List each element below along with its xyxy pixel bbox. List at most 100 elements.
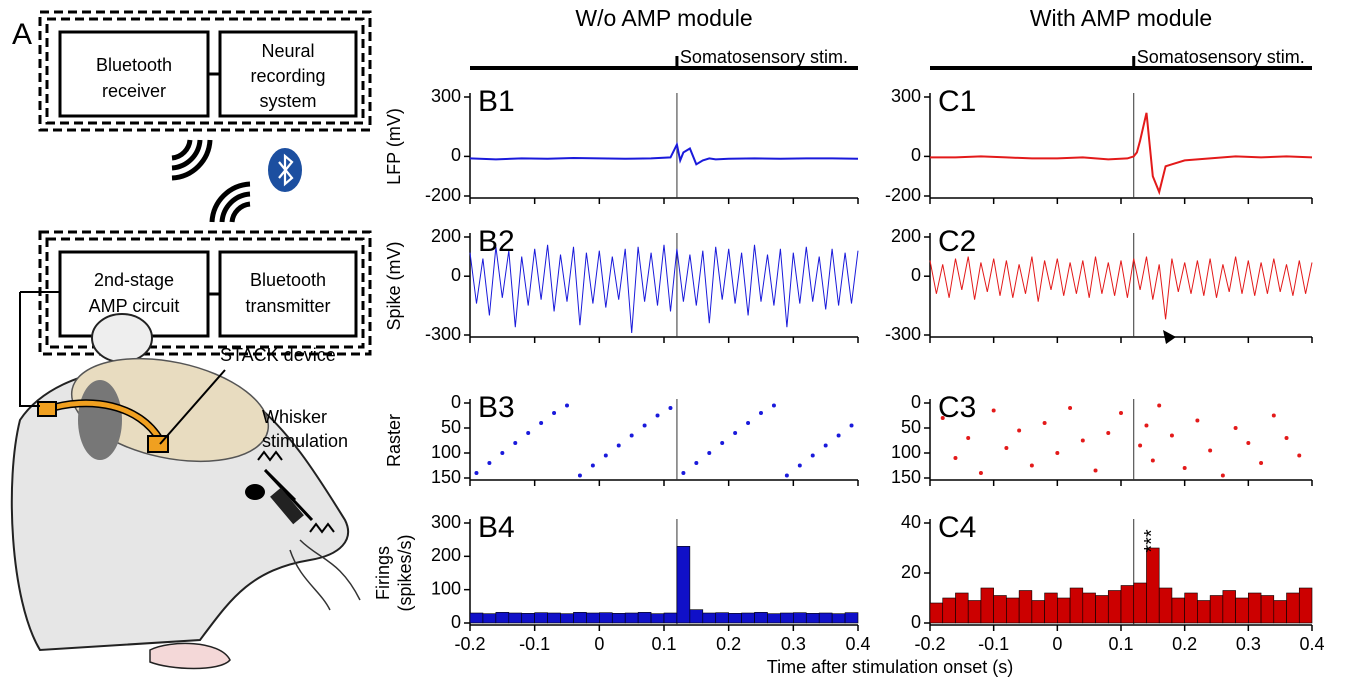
bar xyxy=(831,613,846,624)
leader-line xyxy=(159,369,226,445)
x-tick-label: 0.3 xyxy=(781,634,806,654)
raster-dot xyxy=(978,471,983,475)
bar xyxy=(715,612,729,624)
x-tick-label: -0.2 xyxy=(914,634,945,654)
bar xyxy=(1248,592,1262,624)
x-tick-label: 0.4 xyxy=(1299,634,1324,654)
y-tick-label: -200 xyxy=(425,185,461,205)
bar xyxy=(663,612,678,624)
y-tick-label: 200 xyxy=(891,226,921,246)
bar xyxy=(1006,597,1020,624)
raster-dot xyxy=(836,433,841,438)
x-tick-label: 0.1 xyxy=(1108,634,1133,654)
raster-dot xyxy=(746,421,751,425)
bar xyxy=(1209,595,1224,624)
raster-dot xyxy=(487,461,492,465)
whisker-stimulator xyxy=(270,487,304,525)
y-tick-label: 0 xyxy=(911,145,921,165)
raster-dot xyxy=(590,463,595,468)
y-tick-label: -200 xyxy=(885,185,921,205)
raster-dot xyxy=(539,421,544,425)
bar xyxy=(1171,597,1185,624)
skull-implant xyxy=(78,380,122,460)
whisker-label: stimulation xyxy=(262,431,348,451)
stack-device xyxy=(37,401,57,417)
stack-device xyxy=(44,400,163,442)
whisker-stimulator xyxy=(263,468,314,522)
bar xyxy=(482,613,497,624)
raster-dot xyxy=(797,463,802,468)
device-label: STACK device xyxy=(220,345,336,365)
raster-dot xyxy=(1157,403,1162,408)
bar xyxy=(1018,590,1033,624)
panel-label: C1 xyxy=(938,85,976,118)
bar xyxy=(929,602,944,624)
bar xyxy=(955,592,969,624)
x-tick-label: 0.3 xyxy=(1236,634,1261,654)
trace xyxy=(929,256,1313,320)
y-tick-label: 100 xyxy=(891,442,921,462)
raster-dot xyxy=(1029,463,1034,468)
bar xyxy=(741,612,755,624)
stim-label: Somatosensory stim. xyxy=(680,47,848,67)
bar xyxy=(1044,592,1058,624)
raster-dot xyxy=(681,471,686,475)
raster-dot xyxy=(823,443,828,448)
raster-dot xyxy=(1093,468,1098,473)
raster-dot xyxy=(966,436,971,440)
y-tick-label: 50 xyxy=(441,417,461,437)
bar xyxy=(993,595,1007,624)
mouse-paw xyxy=(149,642,231,670)
x-tick-label: 0 xyxy=(594,634,604,654)
bluetooth-glyph xyxy=(278,153,294,187)
raster-dot xyxy=(1042,421,1047,425)
receiver-frame-inner xyxy=(45,17,365,125)
raster-dot xyxy=(552,411,557,415)
y-tick-label: 0 xyxy=(911,265,921,285)
bar xyxy=(469,612,484,624)
panel-label: C4 xyxy=(938,511,976,544)
receiver-box xyxy=(58,30,210,118)
wire xyxy=(19,292,40,407)
bar xyxy=(676,546,691,624)
raster-dot xyxy=(1271,413,1276,418)
raster-dot xyxy=(603,453,608,458)
y-tick-label: 20 xyxy=(901,562,921,582)
x-tick-label: 0.2 xyxy=(716,634,741,654)
raster-dot xyxy=(991,408,996,413)
bar xyxy=(793,612,807,624)
y-tick-label: -300 xyxy=(425,324,461,344)
x-tick-label: 0.4 xyxy=(845,634,870,654)
box-text: Bluetooth xyxy=(96,55,172,75)
raster-dot xyxy=(953,456,958,460)
y-tick-label: 100 xyxy=(431,578,461,598)
panel-label: C2 xyxy=(938,225,976,258)
box-text: 2nd-stage xyxy=(94,270,174,290)
raster-dot xyxy=(1246,441,1251,445)
raster-dot xyxy=(500,451,505,455)
box-text: receiver xyxy=(102,81,166,101)
y-tick-label: -300 xyxy=(885,324,921,344)
raster-dot xyxy=(810,453,815,458)
raster-dot xyxy=(1080,438,1085,443)
raster-dot xyxy=(1144,423,1149,428)
x-axis-label: Time after stimulation onset (s) xyxy=(767,657,1013,677)
bar xyxy=(767,613,781,624)
significance-stars: *** xyxy=(1141,529,1163,553)
transmitter-frame-inner xyxy=(45,237,365,349)
bar xyxy=(624,612,639,624)
x-tick-label: -0.1 xyxy=(978,634,1009,654)
raster-dot xyxy=(577,473,582,478)
panel-label: B3 xyxy=(478,391,515,424)
box-text: AMP circuit xyxy=(89,296,180,316)
bar xyxy=(637,612,652,624)
bar xyxy=(780,612,794,624)
bar xyxy=(689,609,704,624)
raster-dot xyxy=(1017,428,1022,433)
bar xyxy=(1222,590,1236,624)
box-text: transmitter xyxy=(245,296,330,316)
whisker-label: Whisker xyxy=(262,407,327,427)
raster-dot xyxy=(1297,453,1302,458)
wireless-waves xyxy=(209,181,251,223)
box-text: Bluetooth xyxy=(250,270,326,290)
